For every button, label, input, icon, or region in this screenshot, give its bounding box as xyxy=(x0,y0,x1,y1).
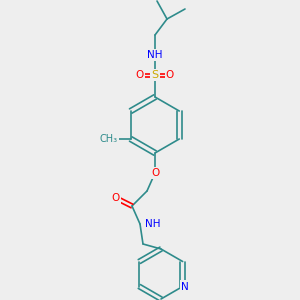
Text: O: O xyxy=(151,168,159,178)
Text: CH₃: CH₃ xyxy=(100,134,118,144)
Text: O: O xyxy=(112,193,120,203)
Text: N: N xyxy=(181,281,188,292)
Text: S: S xyxy=(152,70,159,80)
Text: NH: NH xyxy=(147,50,163,60)
Text: O: O xyxy=(166,70,174,80)
Text: O: O xyxy=(136,70,144,80)
Text: NH: NH xyxy=(145,219,161,229)
